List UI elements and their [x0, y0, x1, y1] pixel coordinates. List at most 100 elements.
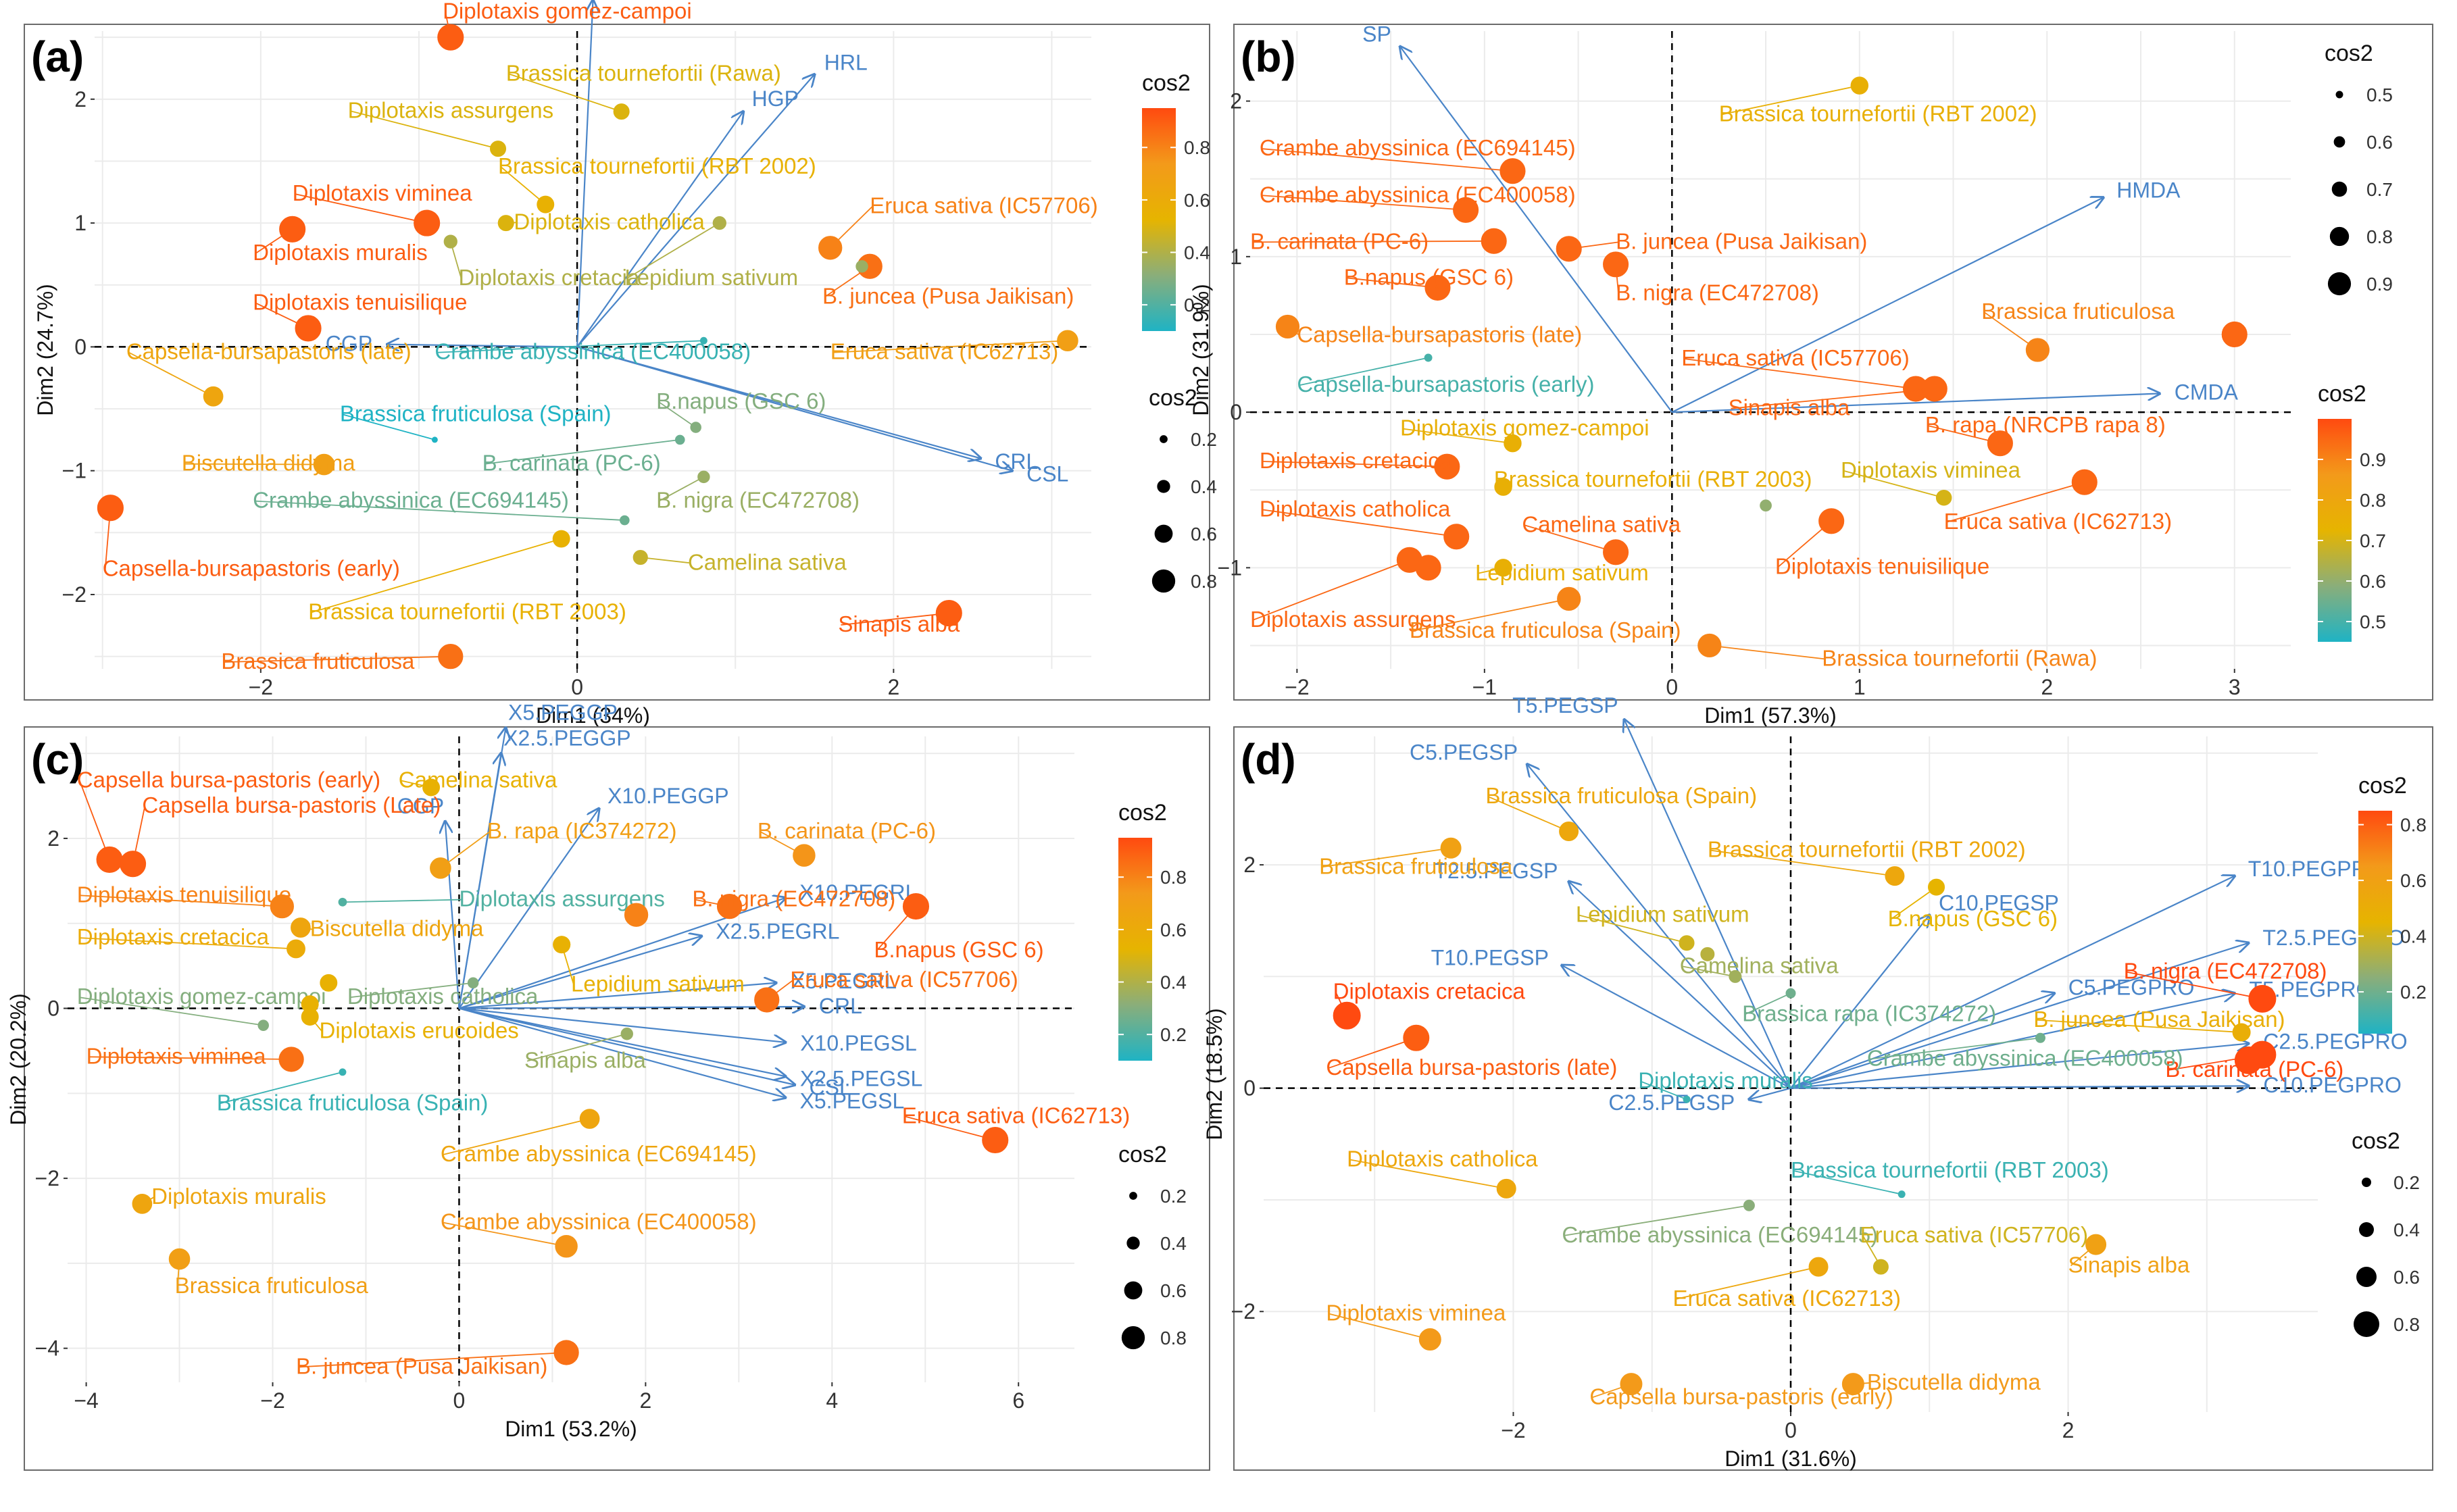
colorbar-bar — [2318, 419, 2352, 642]
size-legend-dot — [2329, 226, 2350, 247]
vector-label: CRL — [819, 994, 862, 1018]
point-label: Camelina sativa — [1680, 953, 1839, 978]
data-point — [1700, 947, 1715, 961]
size-legend-label: 0.2 — [1160, 1186, 1187, 1207]
label-leader — [184, 463, 324, 465]
data-point — [712, 216, 726, 230]
vector-label: X2.5.PEGSL — [800, 1067, 922, 1091]
colorbar-tick-label: 0.9 — [2360, 449, 2386, 470]
label-leader — [1262, 509, 1457, 538]
data-point — [1743, 1199, 1755, 1211]
size-legend-dot — [1160, 435, 1168, 443]
label-leader — [342, 899, 462, 903]
data-point — [1559, 821, 1579, 841]
point-label: Diplotaxis catholica — [1347, 1146, 1538, 1171]
colorbar-title: cos2 — [2318, 381, 2366, 407]
y-tick-label: 0 — [1230, 400, 1242, 424]
point-label: Brassica tournefortii (RBT 2002) — [1708, 837, 2026, 862]
point-label: B. juncea (Pusa Jaikisan) — [296, 1353, 547, 1378]
data-point — [320, 974, 338, 992]
size-legend-dot — [2359, 1222, 2374, 1237]
colorbar-tick-label: 0.6 — [1184, 190, 1210, 211]
vector-arrow — [387, 345, 578, 347]
point-label: B. juncea (Pusa Jaikisan) — [2033, 1007, 2285, 1032]
colorbar-bar — [1142, 108, 1176, 331]
point-label: Diplotaxis catholica — [1260, 496, 1451, 521]
point-label: Brassica fruticulosa (Spain) — [340, 401, 612, 426]
y-tick-label: 1 — [1230, 245, 1242, 269]
x-tick-label: 0 — [1785, 1418, 1797, 1442]
point-label: Capsella-bursapastoris (late) — [126, 339, 412, 364]
y-axis-title: Dim2 (31.9%) — [1189, 284, 1213, 416]
size-legend-dot — [2331, 181, 2348, 197]
point-label: Capsella bursa-pastoris (late) — [1326, 1055, 1617, 1080]
x-tick-label: 4 — [826, 1388, 838, 1413]
data-point — [818, 236, 843, 260]
point-label: Eruca sativa (IC57706) — [1860, 1222, 2089, 1247]
vector-label: T5.PEGSP — [1512, 693, 1618, 717]
colorbar-tick-label: 0.5 — [2360, 611, 2386, 632]
individual-points: Capsella bursa-pastoris (early)Capsella … — [77, 767, 1130, 1378]
data-point — [203, 386, 224, 407]
label-leader — [219, 1071, 343, 1105]
data-point — [1403, 1024, 1430, 1051]
data-point — [982, 1126, 1009, 1154]
point-label: B. nigra (EC472708) — [656, 488, 860, 513]
label-leader — [1262, 148, 1513, 172]
data-point — [553, 1340, 579, 1365]
label-leader — [1890, 886, 1937, 920]
point-label: Eruca sativa (IC62713) — [1944, 509, 2173, 534]
colorbar-title: cos2 — [1142, 70, 1191, 96]
x-tick-label: 1 — [1854, 675, 1866, 699]
y-tick-label: 2 — [1243, 853, 1256, 877]
data-point — [1885, 866, 1905, 886]
label-leader — [1321, 847, 1451, 868]
point-label: Camelina sativa — [1522, 511, 1681, 536]
colorbar-tick-label: 0.6 — [2360, 571, 2386, 592]
vector-arrow — [1624, 720, 1792, 1089]
label-leader — [658, 476, 704, 502]
point-label: B.napus (GSC 6) — [874, 937, 1043, 962]
point-label: Sinapis alba — [838, 611, 960, 636]
point-label: Capsella-bursapastoris (early) — [103, 556, 400, 581]
point-label: Diplotaxis assurgens — [348, 97, 553, 122]
point-label: Capsella bursa-pastoris (early) — [1589, 1384, 1893, 1409]
data-point — [674, 434, 685, 445]
vector-label: C10.PEGSP — [1939, 890, 2059, 915]
size-legend-label: 0.6 — [1191, 524, 1217, 545]
point-label: Crambe abyssinica (EC400058) — [441, 1209, 757, 1234]
vector-arrow — [459, 983, 776, 1009]
size-legend-dot — [2335, 91, 2343, 99]
size-legend-dot — [2327, 272, 2352, 296]
vector-label: CSL — [1026, 462, 1068, 486]
colorbar-tick-label: 0.8 — [2400, 815, 2427, 836]
colorbar-tick-label: 0.6 — [2400, 870, 2427, 891]
vector-arrow — [1790, 876, 2235, 1089]
label-leader — [79, 937, 297, 950]
point-label: Camelina sativa — [399, 767, 557, 792]
data-point — [537, 195, 555, 213]
label-leader — [841, 612, 949, 626]
x-tick-label: 0 — [453, 1388, 466, 1413]
panel-d: −2 0 2 −2 0 2 Dim1 (31.6%) Dim2 (18.5%) (d) T5.PE… — [1202, 693, 2433, 1471]
point-label: B. juncea (Pusa Jaikisan) — [1616, 228, 1867, 253]
vector-arrow — [1569, 882, 1791, 1089]
variable-vectors: T5.PEGSP C5.PEGSP T2.5.PEGSP T10.PEGSP C10.P… — [1410, 693, 2408, 1115]
point-label: Camelina sativa — [688, 549, 847, 574]
y-tick-label: 1 — [74, 211, 86, 235]
label-leader — [342, 413, 435, 440]
point-label: Diplotaxis cretacia — [458, 265, 639, 290]
data-point — [935, 599, 962, 627]
label-leader — [500, 166, 546, 205]
label-leader — [1744, 992, 1791, 1015]
vector-arrow — [1790, 1086, 2248, 1088]
x-tick-label: −1 — [1472, 675, 1497, 699]
label-leader — [79, 997, 264, 1026]
vector-arrow — [1790, 943, 2248, 1089]
data-point — [1683, 1095, 1691, 1103]
vector-label: CSL — [810, 1076, 851, 1100]
point-label: B. carinata (PC-6) — [482, 451, 661, 476]
size-legend-label: 0.5 — [2366, 84, 2393, 105]
colorbar-title: cos2 — [2358, 773, 2407, 799]
